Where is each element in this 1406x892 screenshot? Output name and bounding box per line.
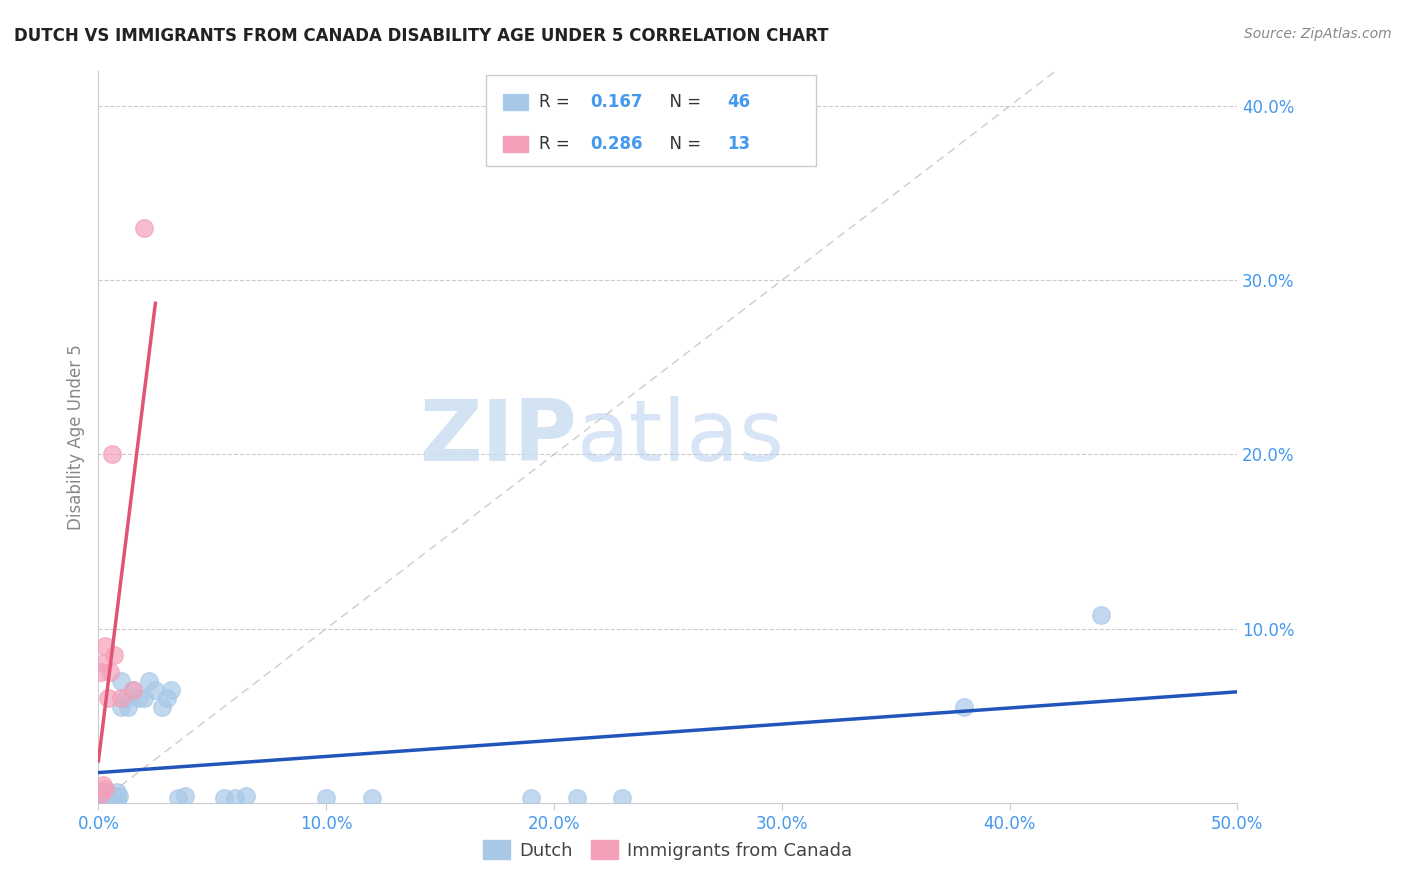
- Point: [110, 673, 132, 688]
- Y-axis label: Disability Age Under 5: Disability Age Under 5: [66, 344, 84, 530]
- Point: [101, 789, 124, 803]
- Point: [94, 789, 117, 803]
- Point: [117, 700, 139, 714]
- Point: [108, 789, 131, 803]
- Point: [91, 790, 114, 805]
- Point: [90, 787, 112, 801]
- Point: [94, 792, 117, 806]
- Text: 46: 46: [727, 94, 751, 112]
- Point: [167, 790, 190, 805]
- Point: [91, 778, 114, 792]
- Point: [150, 700, 173, 714]
- Point: [953, 700, 976, 714]
- Text: 0.167: 0.167: [591, 94, 643, 112]
- Point: [103, 790, 125, 805]
- Point: [174, 789, 197, 803]
- Point: [98, 665, 121, 680]
- FancyBboxPatch shape: [485, 75, 815, 167]
- Point: [105, 785, 128, 799]
- Point: [360, 790, 382, 805]
- Point: [98, 787, 121, 801]
- Point: [224, 790, 246, 805]
- Text: atlas: atlas: [576, 395, 785, 479]
- Legend: Dutch, Immigrants from Canada: Dutch, Immigrants from Canada: [477, 833, 859, 867]
- Point: [105, 792, 128, 806]
- Point: [315, 790, 337, 805]
- Text: DUTCH VS IMMIGRANTS FROM CANADA DISABILITY AGE UNDER 5 CORRELATION CHART: DUTCH VS IMMIGRANTS FROM CANADA DISABILI…: [14, 27, 828, 45]
- Point: [160, 682, 183, 697]
- Point: [121, 682, 143, 697]
- Point: [145, 682, 167, 697]
- Point: [110, 700, 132, 714]
- Text: 13: 13: [727, 136, 751, 153]
- Point: [612, 790, 634, 805]
- Point: [110, 691, 132, 706]
- Point: [96, 794, 118, 808]
- Point: [138, 673, 160, 688]
- Point: [128, 691, 150, 706]
- Point: [90, 792, 112, 806]
- Point: [90, 789, 112, 803]
- Point: [565, 790, 588, 805]
- Point: [132, 691, 155, 706]
- Point: [96, 691, 118, 706]
- Text: ZIP: ZIP: [419, 395, 576, 479]
- Point: [91, 785, 114, 799]
- Point: [94, 781, 117, 796]
- Point: [101, 792, 124, 806]
- Point: [90, 790, 112, 805]
- Point: [101, 448, 124, 462]
- Point: [114, 691, 136, 706]
- Point: [121, 682, 143, 697]
- FancyBboxPatch shape: [503, 136, 527, 153]
- Point: [103, 648, 125, 662]
- Text: N =: N =: [659, 136, 706, 153]
- FancyBboxPatch shape: [503, 95, 527, 111]
- Text: Source: ZipAtlas.com: Source: ZipAtlas.com: [1244, 27, 1392, 41]
- Point: [91, 657, 114, 671]
- Point: [98, 792, 121, 806]
- Point: [90, 665, 112, 680]
- Point: [89, 794, 111, 808]
- Text: R =: R =: [538, 136, 575, 153]
- Point: [212, 790, 235, 805]
- Point: [91, 787, 114, 801]
- Text: 0.286: 0.286: [591, 136, 643, 153]
- Point: [90, 792, 112, 806]
- Point: [520, 790, 543, 805]
- Point: [91, 794, 114, 808]
- Point: [156, 691, 179, 706]
- Text: R =: R =: [538, 94, 575, 112]
- Point: [96, 790, 118, 805]
- Text: N =: N =: [659, 94, 706, 112]
- Point: [235, 789, 257, 803]
- Point: [132, 221, 155, 235]
- Point: [1090, 607, 1112, 622]
- Point: [94, 785, 117, 799]
- Point: [94, 639, 117, 653]
